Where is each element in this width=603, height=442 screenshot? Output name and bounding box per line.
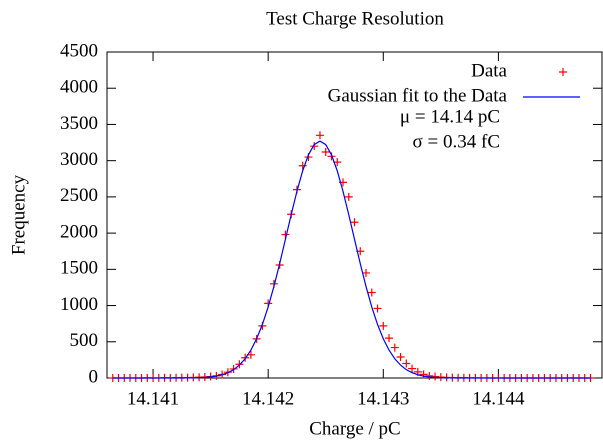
data-point <box>298 161 307 170</box>
data-point <box>396 352 405 361</box>
data-point <box>315 131 324 140</box>
y-tick-label: 500 <box>70 330 99 351</box>
y-tick-label: 1000 <box>60 294 98 315</box>
fit-line <box>112 140 591 379</box>
data-point <box>408 364 417 373</box>
y-tick-label: 0 <box>89 366 99 387</box>
data-point <box>350 218 359 227</box>
annotation: σ = 0.34 fC <box>413 131 500 152</box>
x-tick-label: 14.144 <box>472 388 525 409</box>
data-point <box>362 268 371 277</box>
data-point <box>321 147 330 156</box>
y-axis-label: Frequency <box>8 174 29 255</box>
y-tick-label: 3000 <box>60 149 98 170</box>
data-point <box>425 371 434 380</box>
data-point <box>367 288 376 297</box>
annotation: μ = 14.14 pC <box>400 106 500 127</box>
y-tick-label: 4500 <box>60 40 98 61</box>
x-tick-label: 14.142 <box>242 388 294 409</box>
legend-label: Gaussian fit to the Data <box>328 85 508 106</box>
data-point <box>385 334 394 343</box>
data-point <box>419 370 428 379</box>
x-tick-label: 14.141 <box>127 388 179 409</box>
chart-title: Test Charge Resolution <box>266 8 444 29</box>
data-point <box>402 359 411 368</box>
y-tick-label: 2500 <box>60 185 98 206</box>
y-tick-label: 3500 <box>60 113 98 134</box>
data-point <box>373 304 382 313</box>
x-tick-label: 14.143 <box>357 388 409 409</box>
y-tick-label: 1500 <box>60 258 98 279</box>
data-point <box>344 192 353 201</box>
x-axis-label: Charge / pC <box>309 418 400 439</box>
data-point <box>390 343 399 352</box>
data-point <box>310 142 319 151</box>
plot-frame <box>106 51 603 379</box>
legend-label: Data <box>471 60 507 81</box>
data-point <box>379 321 388 330</box>
y-tick-label: 2000 <box>60 221 98 242</box>
legend-swatch <box>559 68 567 76</box>
y-tick-label: 4000 <box>60 77 98 98</box>
